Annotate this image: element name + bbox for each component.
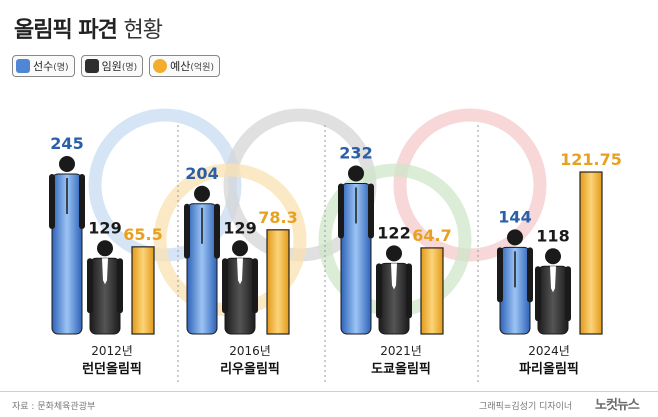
- legend-item-budget: 예산 (억원): [149, 55, 220, 77]
- olympic-rings-background: [88, 108, 547, 317]
- figure-arm-right-officials-3: [565, 266, 571, 322]
- title-sub: 현황: [123, 18, 163, 43]
- data-label-budget-2: 64.7: [412, 226, 451, 245]
- publisher-logo: 노컷뉴스: [595, 398, 640, 413]
- figure-head-athletes-2: [348, 165, 364, 182]
- figure-arm-right-officials-2: [406, 263, 412, 319]
- data-label-budget-1: 78.3: [258, 208, 297, 227]
- data-label-officials-2: 122: [377, 223, 410, 242]
- games-label-tokyo: 도쿄올림픽: [371, 362, 431, 377]
- data-label-officials-0: 129: [88, 218, 121, 237]
- year-label-2024: 2024년: [528, 344, 570, 358]
- figure-arm-left-officials-1: [222, 258, 228, 314]
- figure-head-officials-1: [232, 240, 248, 257]
- source-note: 자료 : 문화체육관광부: [12, 402, 96, 412]
- legend-item-officials: 임원 (명): [80, 55, 144, 77]
- legend-unit-officials: (명): [121, 62, 138, 73]
- figure-head-officials-2: [386, 245, 402, 262]
- games-label-rio: 리우올림픽: [220, 362, 280, 377]
- footer-divider: [0, 391, 658, 392]
- bar-budget-3: [579, 171, 603, 335]
- figure-arm-left-athletes-3: [497, 247, 503, 303]
- bar-budget-2: [420, 247, 444, 335]
- budget-swatch: [153, 59, 168, 73]
- figure-head-athletes-0: [59, 156, 75, 172]
- figure-head-officials-3: [545, 248, 561, 265]
- data-label-athletes-0: 245: [50, 134, 83, 153]
- figure-arm-left-officials-0: [87, 258, 93, 314]
- figure-tie-officials-1: [237, 258, 243, 285]
- games-label-london: 런던올림픽: [82, 362, 142, 377]
- data-label-budget-0: 65.5: [123, 225, 162, 244]
- athlete-icon: [16, 59, 30, 73]
- figure-arm-left-athletes-0: [49, 174, 55, 229]
- figure-arm-left-athletes-2: [338, 183, 344, 239]
- legend-label-officials: 임원: [101, 60, 122, 73]
- figure-tie-officials-3: [550, 266, 556, 293]
- figure-head-athletes-3: [507, 229, 523, 246]
- page-title: 올림픽 파견 현황: [14, 12, 163, 44]
- figure-tie-officials-0: [102, 258, 108, 285]
- figure-arm-left-athletes-1: [184, 203, 190, 259]
- year-label-2012: 2012년: [91, 344, 133, 358]
- bar-series: 245 204 232 144 129 129 122 118 65.5 78.3 64.7 121.…: [49, 134, 622, 335]
- figure-arm-left-officials-3: [535, 266, 541, 322]
- data-label-officials-3: 118: [536, 226, 569, 245]
- legend-item-athletes: 선수 (명): [12, 55, 75, 77]
- figure-tie-officials-2: [391, 263, 397, 290]
- bar-budget-1: [266, 229, 290, 335]
- bar-athletes-2: [340, 182, 372, 335]
- year-label-2016: 2016년: [229, 344, 271, 358]
- games-label-paris: 파리올림픽: [519, 362, 579, 377]
- legend-unit-budget: (억원): [190, 62, 214, 73]
- figure-arm-right-athletes-1: [214, 203, 220, 259]
- figure-arm-left-officials-2: [376, 263, 382, 319]
- title-main: 올림픽 파견: [14, 18, 118, 43]
- figure-arm-right-officials-1: [252, 258, 258, 314]
- data-label-athletes-1: 204: [185, 164, 218, 183]
- figure-head-officials-0: [97, 240, 113, 257]
- figure-arm-right-athletes-3: [527, 247, 533, 303]
- year-label-2021: 2021년: [380, 344, 422, 358]
- legend: 선수 (명) 임원 (명) 예산 (억원): [12, 55, 220, 77]
- data-label-budget-3: 121.75: [560, 150, 622, 169]
- data-label-officials-1: 129: [223, 218, 256, 237]
- data-label-athletes-3: 144: [498, 207, 531, 226]
- data-label-athletes-2: 232: [339, 143, 372, 162]
- legend-label-athletes: 선수: [33, 60, 54, 73]
- graphic-credit: 그래픽=김성기 디자이너: [479, 402, 573, 412]
- legend-unit-athletes: (명): [53, 62, 69, 73]
- official-icon: [84, 59, 99, 73]
- bar-budget-0: [131, 246, 155, 335]
- figure-arm-right-athletes-0: [79, 174, 85, 229]
- figure-head-athletes-1: [194, 185, 210, 202]
- figure-arm-right-officials-0: [117, 258, 123, 314]
- bar-athletes-0: [51, 173, 83, 335]
- bar-athletes-1: [186, 203, 218, 335]
- legend-label-budget: 예산: [170, 60, 191, 73]
- figure-arm-right-athletes-2: [368, 183, 374, 239]
